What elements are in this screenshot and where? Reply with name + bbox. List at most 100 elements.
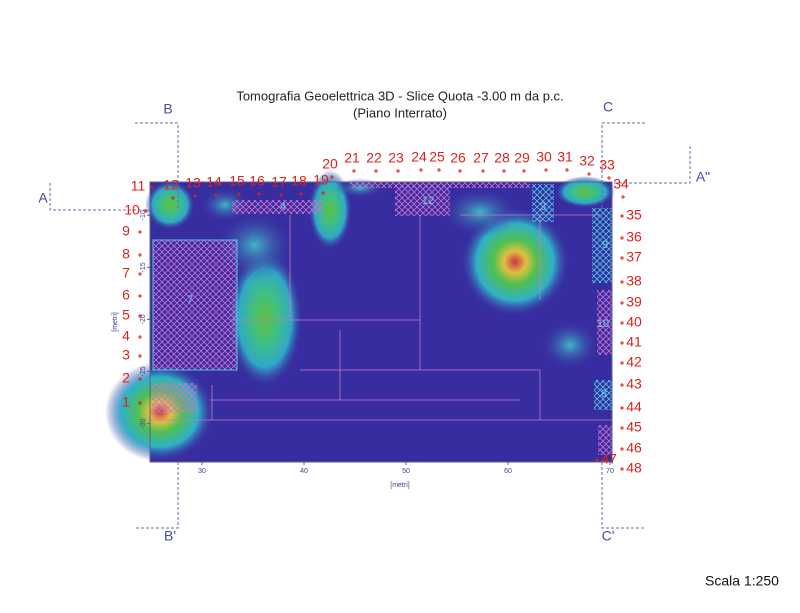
electrode-marker (257, 192, 261, 196)
title: Tomografia Geoelettrica 3D - Slice Quota… (236, 88, 563, 103)
x-tick-label: 60 (504, 468, 512, 475)
section-label: A" (696, 169, 710, 185)
electrode-label: 1 (122, 394, 130, 410)
electrode-label: 5 (122, 307, 130, 323)
electrode-label: 14 (206, 174, 222, 190)
electrode-label: 35 (626, 207, 642, 223)
electrode-label: 37 (626, 249, 642, 265)
electrode-marker (150, 185, 154, 189)
scale-label: Scala 1:250 (705, 573, 779, 589)
electrode-label: 4 (122, 328, 130, 344)
section-lines (49, 122, 691, 529)
electrode-marker (138, 354, 142, 358)
electrode-marker (138, 230, 142, 234)
electrode-label: 42 (626, 354, 642, 370)
electrode-marker (595, 458, 599, 462)
electrode-marker (621, 195, 625, 199)
electrode-marker (374, 169, 378, 173)
electrode-marker (565, 168, 569, 172)
y-axis-label: [metri] (112, 312, 119, 332)
electrode-marker (620, 361, 624, 365)
room-label: 4 (280, 201, 286, 213)
x-tick-label: 70 (606, 468, 614, 475)
electrode-marker (138, 253, 142, 257)
electrode-label: 46 (626, 440, 642, 456)
electrode-label: 23 (388, 150, 404, 166)
section-label: B' (164, 528, 176, 544)
electrode-label: 36 (626, 229, 642, 245)
x-axis-label: [metri] (390, 482, 410, 489)
electrode-label: 6 (122, 287, 130, 303)
electrode-marker (299, 192, 303, 196)
electrode-label: 10 (124, 202, 140, 218)
electrode-label: 24 (411, 149, 427, 165)
electrode-label: 47 (601, 451, 617, 467)
x-tick-label: 30 (198, 468, 206, 475)
electrode-marker (544, 168, 548, 172)
electrode-marker (330, 175, 334, 179)
y-tick-label: -10 (140, 210, 147, 220)
electrode-label: 30 (536, 149, 552, 165)
electrode-marker (279, 193, 283, 197)
electrode-marker (138, 335, 142, 339)
room-label: 3 (540, 201, 546, 213)
electrode-label: 38 (626, 273, 642, 289)
electrode-label: 15 (229, 173, 245, 189)
electrode-marker (458, 169, 462, 173)
electrode-marker (352, 169, 356, 173)
section-label: C (603, 99, 613, 115)
section-labels: A A" B B' C C' (38, 99, 710, 544)
electrode-marker (620, 280, 624, 284)
electrode-marker (321, 191, 325, 195)
room-labels: 7 4 12 3 9 10 8 (187, 195, 609, 400)
y-tick-label: -30 (140, 418, 147, 428)
y-tick-label: -15 (140, 262, 147, 272)
electrode-label: 17 (271, 174, 287, 190)
electrode-marker (620, 321, 624, 325)
electrode-marker (481, 169, 485, 173)
electrode-marker (620, 214, 624, 218)
electrode-marker (620, 256, 624, 260)
electrode-marker (138, 401, 142, 405)
electrode-marker (237, 192, 241, 196)
electrode-marker (171, 196, 175, 200)
electrode-label: 13 (185, 175, 201, 191)
electrode-marker (144, 209, 148, 213)
electrode-label: 25 (429, 149, 445, 165)
electrode-marker (620, 406, 624, 410)
electrode-label: 2 (122, 370, 130, 386)
electrode-marker (620, 236, 624, 240)
electrode-label: 22 (366, 150, 382, 166)
section-label: B (163, 101, 172, 117)
electrode-marker (193, 194, 197, 198)
section-label: A (38, 190, 48, 206)
x-tick-label: 50 (402, 468, 410, 475)
electrode-label: 43 (626, 376, 642, 392)
electrode-label: 45 (626, 419, 642, 435)
electrode-marker (138, 272, 142, 276)
electrode-label: 27 (473, 150, 489, 166)
electrode-label: 7 (122, 265, 130, 281)
electrode-marker (138, 314, 142, 318)
electrode-label: 33 (599, 157, 615, 173)
electrode-label: 8 (122, 246, 130, 262)
electrode-marker (419, 168, 423, 172)
electrode-marker (620, 426, 624, 430)
electrode-marker (620, 467, 624, 471)
electrode-label: 21 (344, 150, 360, 166)
electrode-label: 3 (122, 347, 130, 363)
electrode-label: 41 (626, 334, 642, 350)
x-tick-label: 40 (300, 468, 308, 475)
electrode-label: 16 (249, 173, 265, 189)
electrode-label: 20 (322, 156, 338, 172)
room-label: 12 (422, 195, 434, 207)
electrode-marker (437, 168, 441, 172)
electrode-marker (620, 301, 624, 305)
electrode-label: 28 (494, 150, 510, 166)
electrode-marker (522, 169, 526, 173)
electrode-label: 48 (626, 460, 642, 476)
electrode-label: 12 (163, 177, 179, 193)
room-label: 10 (597, 318, 609, 330)
room-label: 8 (601, 388, 607, 400)
